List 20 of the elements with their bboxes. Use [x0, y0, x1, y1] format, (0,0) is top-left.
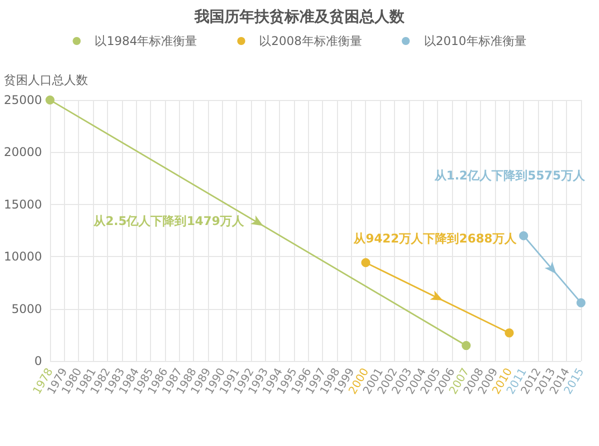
- point: [504, 328, 514, 338]
- annotation: 从2.5亿人下降到1479万人: [92, 214, 246, 228]
- y-tick-label: 5000: [11, 302, 42, 316]
- y-tick-label: 20000: [4, 145, 42, 160]
- point: [46, 96, 54, 104]
- point: [361, 258, 370, 268]
- legend-label: 以1984年标准衡量: [94, 34, 198, 48]
- chart-title: 我国历年扶贫标准及贫困总人数: [194, 8, 406, 26]
- legend-label: 以2010年标准衡量: [424, 34, 526, 48]
- y-tick-label: 25000: [4, 93, 42, 107]
- point: [576, 298, 586, 308]
- y-axis-title: 贫困人口总人数: [4, 73, 88, 87]
- y-tick-label: 0: [34, 354, 42, 368]
- annotation: 从1.2亿人下降到5575万人: [433, 168, 586, 183]
- y-tick-label: 15000: [4, 197, 42, 212]
- point: [462, 341, 471, 350]
- legend-label: 以2008年标准衡量: [259, 34, 362, 48]
- annotation: 从9422万人下降到2688万人: [352, 232, 518, 246]
- point: [519, 231, 528, 240]
- y-tick-label: 10000: [4, 250, 42, 264]
